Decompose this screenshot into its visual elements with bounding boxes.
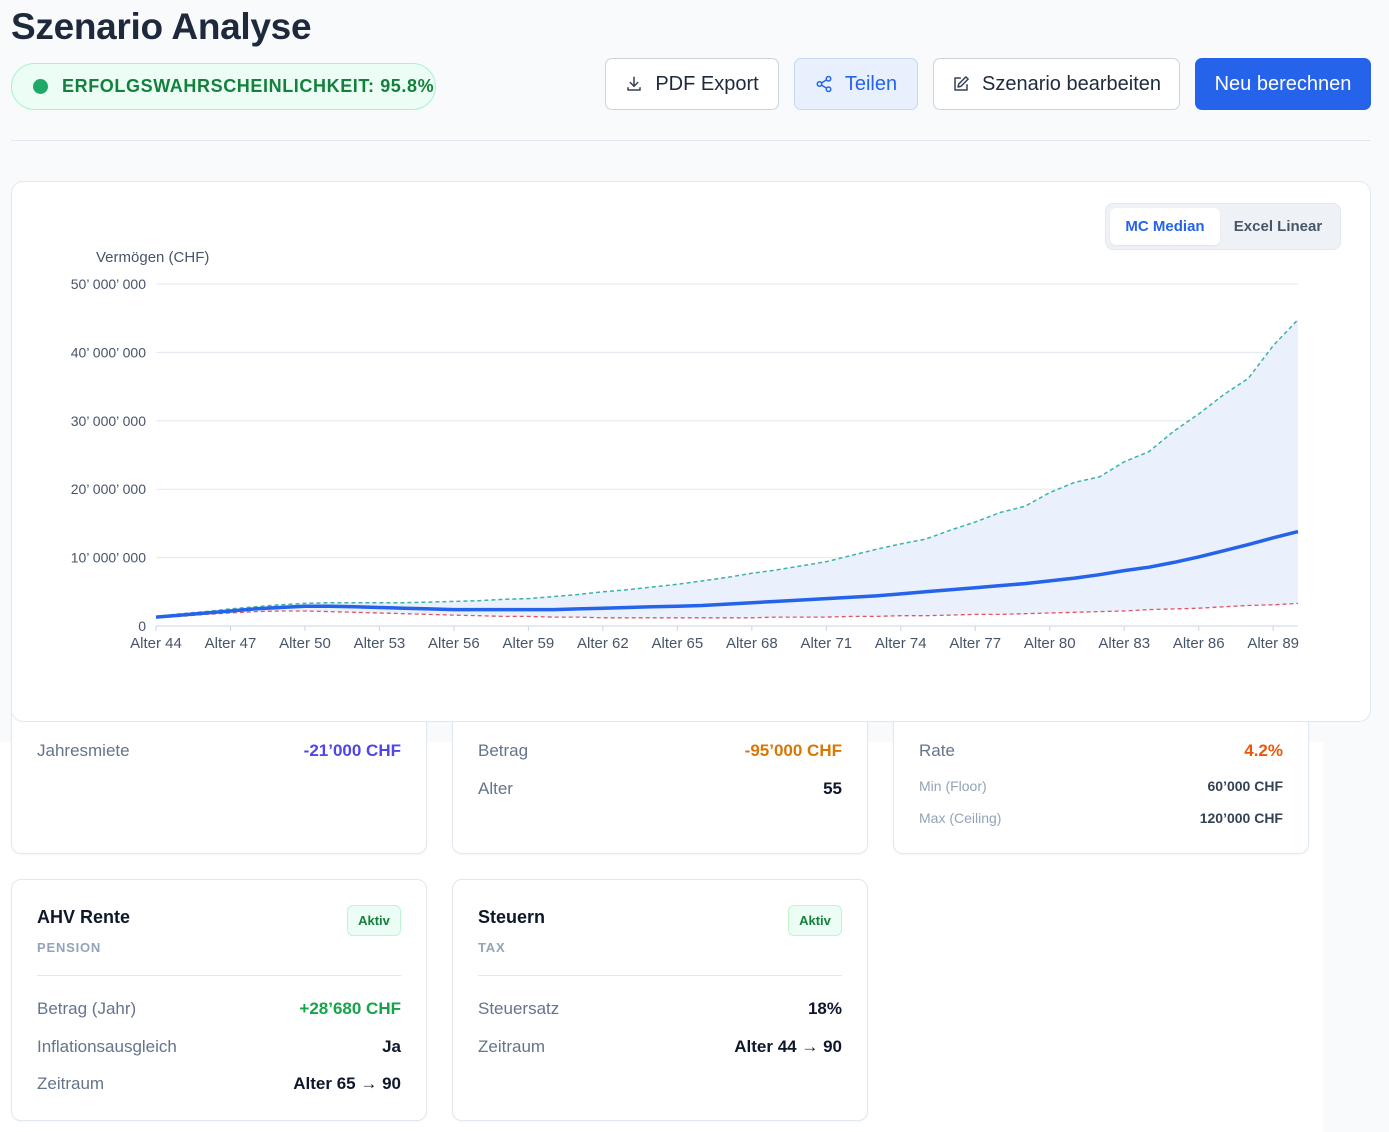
x-tick-label: Alter 83 — [1098, 635, 1150, 652]
x-tick-label: Alter 71 — [800, 635, 852, 652]
card-row: Zeitraum Alter 65 → 90 — [37, 1074, 401, 1094]
card-row: Zeitraum Alter 44 → 90 — [478, 1037, 842, 1057]
series-line-lower — [155, 602, 1299, 619]
y-tick-label: 50’ 000’ 000 — [71, 276, 146, 292]
y-tick-label: 0 — [138, 618, 146, 634]
expense-card: Betrag -95’000 CHF Alter 55 — [452, 700, 868, 854]
x-tick-label: Alter 89 — [1247, 635, 1299, 652]
ahv-pension-card[interactable]: AHV Rente PENSION Aktiv Betrag (Jahr) +2… — [11, 879, 427, 1121]
x-tick-label: Alter 74 — [875, 635, 927, 652]
download-icon — [627, 76, 642, 91]
y-tick-label: 30’ 000’ 000 — [71, 413, 146, 429]
y-tick-label: 20’ 000’ 000 — [71, 481, 146, 497]
share-icon — [816, 75, 832, 93]
series-line-median — [155, 529, 1299, 619]
y-axis-label: Vermögen (CHF) — [96, 249, 209, 266]
rent-card: Jahresmiete -21’000 CHF — [11, 700, 427, 854]
row-value: Alter 65 → 90 — [293, 1074, 401, 1093]
toggle-excel-linear[interactable]: Excel Linear — [1233, 218, 1323, 235]
x-tick-label: Alter 50 — [279, 635, 331, 652]
card-row: Alter 55 — [478, 779, 842, 799]
withdrawal-card: Rate 4.2% Min (Floor) 60’000 CHF Max (Ce… — [893, 700, 1309, 854]
row-label: Alter — [478, 779, 513, 798]
pdf-export-label: PDF Export — [655, 72, 759, 95]
card-title: AHV Rente — [37, 907, 131, 927]
x-tick-label: Alter 68 — [726, 635, 778, 652]
confidence-band — [156, 319, 1298, 618]
status-dot-icon — [33, 79, 48, 94]
card-divider — [478, 975, 842, 976]
tax-card[interactable]: Steuern TAX Aktiv Steuersatz 18% Zeitrau… — [452, 879, 868, 1121]
card-row: Max (Ceiling) 120’000 CHF — [919, 810, 1283, 826]
series-line-upper — [155, 319, 1299, 618]
card-row: Jahresmiete -21’000 CHF — [37, 741, 401, 761]
card-title: Steuern — [478, 907, 546, 927]
card-row: Inflationsausgleich Ja — [37, 1037, 401, 1057]
row-label: Jahresmiete — [37, 741, 130, 760]
card-subtitle: TAX — [478, 940, 506, 955]
card-row: Min (Floor) 60’000 CHF — [919, 778, 1283, 794]
row-value: -95’000 CHF — [744, 741, 842, 760]
x-tick-label: Alter 80 — [1024, 635, 1076, 652]
row-label: Zeitraum — [37, 1074, 105, 1093]
success-probability-badge: ERFOLGSWAHRSCHEINLICHKEIT: 95.8% — [11, 63, 436, 110]
status-badge: Aktiv — [347, 905, 401, 936]
edit-scenario-label: Szenario bearbeiten — [981, 72, 1161, 95]
row-label: Betrag (Jahr) — [37, 999, 137, 1018]
x-tick-label: Alter 86 — [1173, 635, 1225, 652]
x-tick-label: Alter 47 — [205, 635, 257, 652]
x-tick-label: Alter 59 — [503, 635, 555, 652]
row-label: Rate — [919, 741, 955, 760]
recalculate-label: Neu berechnen — [1214, 72, 1352, 95]
card-row: Betrag (Jahr) +28’680 CHF — [37, 999, 401, 1019]
edit-icon — [954, 76, 969, 91]
page-title: Szenario Analyse — [11, 6, 312, 47]
status-badge: Aktiv — [788, 905, 842, 936]
y-tick-label: 10’ 000’ 000 — [71, 550, 146, 566]
row-label: Betrag — [478, 741, 529, 760]
row-label: Inflationsausgleich — [37, 1037, 177, 1056]
card-row: Steuersatz 18% — [478, 999, 842, 1019]
x-tick-label: Alter 56 — [428, 635, 480, 652]
row-label: Min (Floor) — [919, 778, 987, 794]
row-label: Max (Ceiling) — [919, 810, 1002, 826]
pdf-export-button[interactable]: PDF Export — [605, 58, 779, 110]
edit-scenario-button[interactable]: Szenario bearbeiten — [933, 58, 1180, 110]
share-label: Teilen — [844, 72, 898, 95]
y-tick-label: 40’ 000’ 000 — [71, 344, 146, 360]
card-divider — [37, 975, 401, 976]
row-value: 60’000 CHF — [1207, 778, 1283, 794]
row-value: +28’680 CHF — [299, 999, 401, 1018]
row-value: 55 — [823, 779, 842, 798]
row-value: 120’000 CHF — [1199, 810, 1283, 826]
row-label: Zeitraum — [478, 1037, 546, 1056]
toggle-mc-median[interactable]: MC Median — [1110, 208, 1220, 245]
row-value: Alter 44 → 90 — [734, 1037, 842, 1056]
row-value: Ja — [382, 1037, 401, 1056]
x-tick-label: Alter 77 — [949, 635, 1001, 652]
row-value: 4.2% — [1244, 741, 1283, 760]
x-tick-label: Alter 62 — [577, 635, 629, 652]
x-tick-label: Alter 65 — [651, 635, 703, 652]
share-button[interactable]: Teilen — [794, 58, 918, 110]
row-value: 18% — [807, 999, 842, 1018]
recalculate-button[interactable]: Neu berechnen — [1195, 58, 1371, 110]
success-probability-text: ERFOLGSWAHRSCHEINLICHKEIT: 95.8% — [62, 76, 435, 96]
card-row: Betrag -95’000 CHF — [478, 741, 842, 761]
row-value: -21’000 CHF — [303, 741, 401, 760]
chart-mode-toggle[interactable]: MC Median Excel Linear — [1105, 203, 1341, 250]
chart-card: 0 10’ 000’ 000 20’ 000’ 000 30’ 000’ 000 40’… — [11, 181, 1371, 722]
x-tick-label: Alter 44 — [130, 635, 182, 652]
card-subtitle: PENSION — [37, 940, 102, 955]
row-label: Steuersatz — [478, 999, 560, 1018]
card-row: Rate 4.2% — [919, 741, 1283, 761]
wealth-chart: 0 10’ 000’ 000 20’ 000’ 000 30’ 000’ 000 40’… — [71, 249, 1299, 652]
x-tick-label: Alter 53 — [354, 635, 406, 652]
header-divider — [11, 140, 1371, 141]
